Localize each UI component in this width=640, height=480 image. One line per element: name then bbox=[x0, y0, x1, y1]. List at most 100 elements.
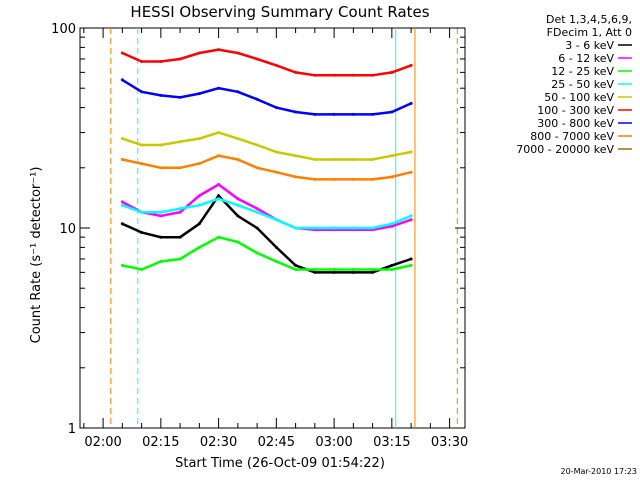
series-line bbox=[121, 183, 412, 232]
series-point bbox=[159, 210, 163, 214]
series-point bbox=[255, 57, 259, 61]
series-point bbox=[217, 197, 221, 201]
series-point bbox=[120, 200, 124, 204]
series-point bbox=[313, 226, 317, 230]
legend-entry-label: 50 - 100 keV bbox=[544, 91, 614, 104]
series-point bbox=[332, 73, 336, 77]
series-point bbox=[236, 203, 240, 207]
series-point bbox=[140, 143, 144, 147]
series-point bbox=[217, 154, 221, 158]
series-point bbox=[351, 226, 355, 230]
x-tick-label: 02:45 bbox=[258, 435, 295, 450]
x-tick-label: 02:00 bbox=[84, 435, 121, 450]
series-point bbox=[197, 194, 201, 198]
series-point bbox=[351, 177, 355, 181]
series-point bbox=[178, 235, 182, 239]
series-line bbox=[121, 78, 412, 116]
y-tick-label: 10 bbox=[59, 222, 76, 237]
series-point bbox=[351, 270, 355, 274]
series-point bbox=[217, 131, 221, 135]
series-point bbox=[178, 140, 182, 144]
series-point bbox=[274, 106, 278, 110]
series-point bbox=[294, 263, 298, 267]
series-point bbox=[294, 175, 298, 179]
series-point bbox=[409, 263, 413, 267]
series-point bbox=[255, 97, 259, 101]
series-point bbox=[236, 214, 240, 218]
series-point bbox=[313, 270, 317, 274]
series-point bbox=[390, 268, 394, 271]
legend-entry-label: 6 - 12 keV bbox=[558, 52, 614, 65]
series-point bbox=[236, 90, 240, 94]
series-line bbox=[122, 154, 412, 181]
series-point bbox=[178, 166, 182, 170]
series-point bbox=[274, 260, 278, 263]
series-point bbox=[197, 245, 201, 249]
series-point bbox=[313, 268, 317, 271]
series-point bbox=[217, 86, 221, 90]
series-point bbox=[294, 268, 298, 271]
series-point bbox=[159, 143, 163, 147]
x-tick-label: 02:15 bbox=[142, 435, 179, 450]
y-tick-label: 1 bbox=[68, 422, 76, 437]
legend-entry-label: 25 - 50 keV bbox=[551, 78, 614, 91]
legend-entry-label: 3 - 6 keV bbox=[565, 39, 614, 52]
series-point bbox=[159, 166, 163, 170]
series-point bbox=[313, 112, 317, 116]
series-point bbox=[409, 170, 413, 174]
series-point bbox=[294, 226, 298, 230]
series-point bbox=[409, 218, 413, 222]
series-point bbox=[140, 210, 144, 214]
series-point bbox=[332, 268, 336, 271]
series-point bbox=[236, 197, 240, 201]
series-point bbox=[351, 158, 355, 161]
series-point bbox=[178, 210, 182, 214]
series-point bbox=[217, 183, 221, 186]
series-point bbox=[274, 170, 278, 174]
series-point bbox=[197, 137, 201, 141]
series-point bbox=[255, 226, 259, 230]
series-point bbox=[409, 63, 413, 67]
series-point bbox=[274, 63, 278, 67]
series-point bbox=[140, 90, 144, 94]
series-point bbox=[390, 263, 394, 267]
series-point bbox=[313, 73, 317, 77]
series-point bbox=[159, 235, 163, 239]
series-point bbox=[255, 143, 259, 147]
series-line bbox=[121, 193, 412, 274]
series-point bbox=[371, 177, 375, 181]
x-tick-label: 03:30 bbox=[431, 435, 468, 450]
series-point bbox=[332, 177, 336, 181]
series-point bbox=[332, 112, 336, 116]
series-point bbox=[236, 137, 240, 141]
y-tick-label: 100 bbox=[51, 22, 76, 37]
series-point bbox=[197, 203, 201, 207]
legend-entry-label: 7000 - 20000 keV bbox=[516, 143, 614, 156]
legend-entry-label: 800 - 7000 keV bbox=[530, 130, 614, 143]
series-point bbox=[140, 162, 144, 166]
series-point bbox=[332, 158, 336, 161]
series-point bbox=[140, 231, 144, 234]
series-point bbox=[313, 177, 317, 181]
legend-entry-label: 100 - 300 keV bbox=[537, 104, 614, 117]
series-point bbox=[351, 268, 355, 271]
series-point bbox=[217, 235, 221, 239]
series-point bbox=[120, 203, 124, 207]
x-tick-label: 02:30 bbox=[200, 435, 237, 450]
series-point bbox=[197, 92, 201, 96]
series-point bbox=[236, 51, 240, 55]
series-point bbox=[371, 112, 375, 116]
series-point bbox=[371, 270, 375, 274]
series-point bbox=[178, 257, 182, 261]
series-point bbox=[294, 70, 298, 74]
series-line bbox=[121, 48, 412, 77]
series-point bbox=[371, 158, 375, 161]
series-point bbox=[274, 218, 278, 222]
series-point bbox=[120, 51, 124, 55]
series-point bbox=[255, 210, 259, 214]
legend-header: Det 1,3,4,5,6,9, bbox=[546, 13, 632, 26]
series-point bbox=[409, 214, 413, 218]
series-point bbox=[120, 263, 124, 267]
series-point bbox=[140, 268, 144, 271]
